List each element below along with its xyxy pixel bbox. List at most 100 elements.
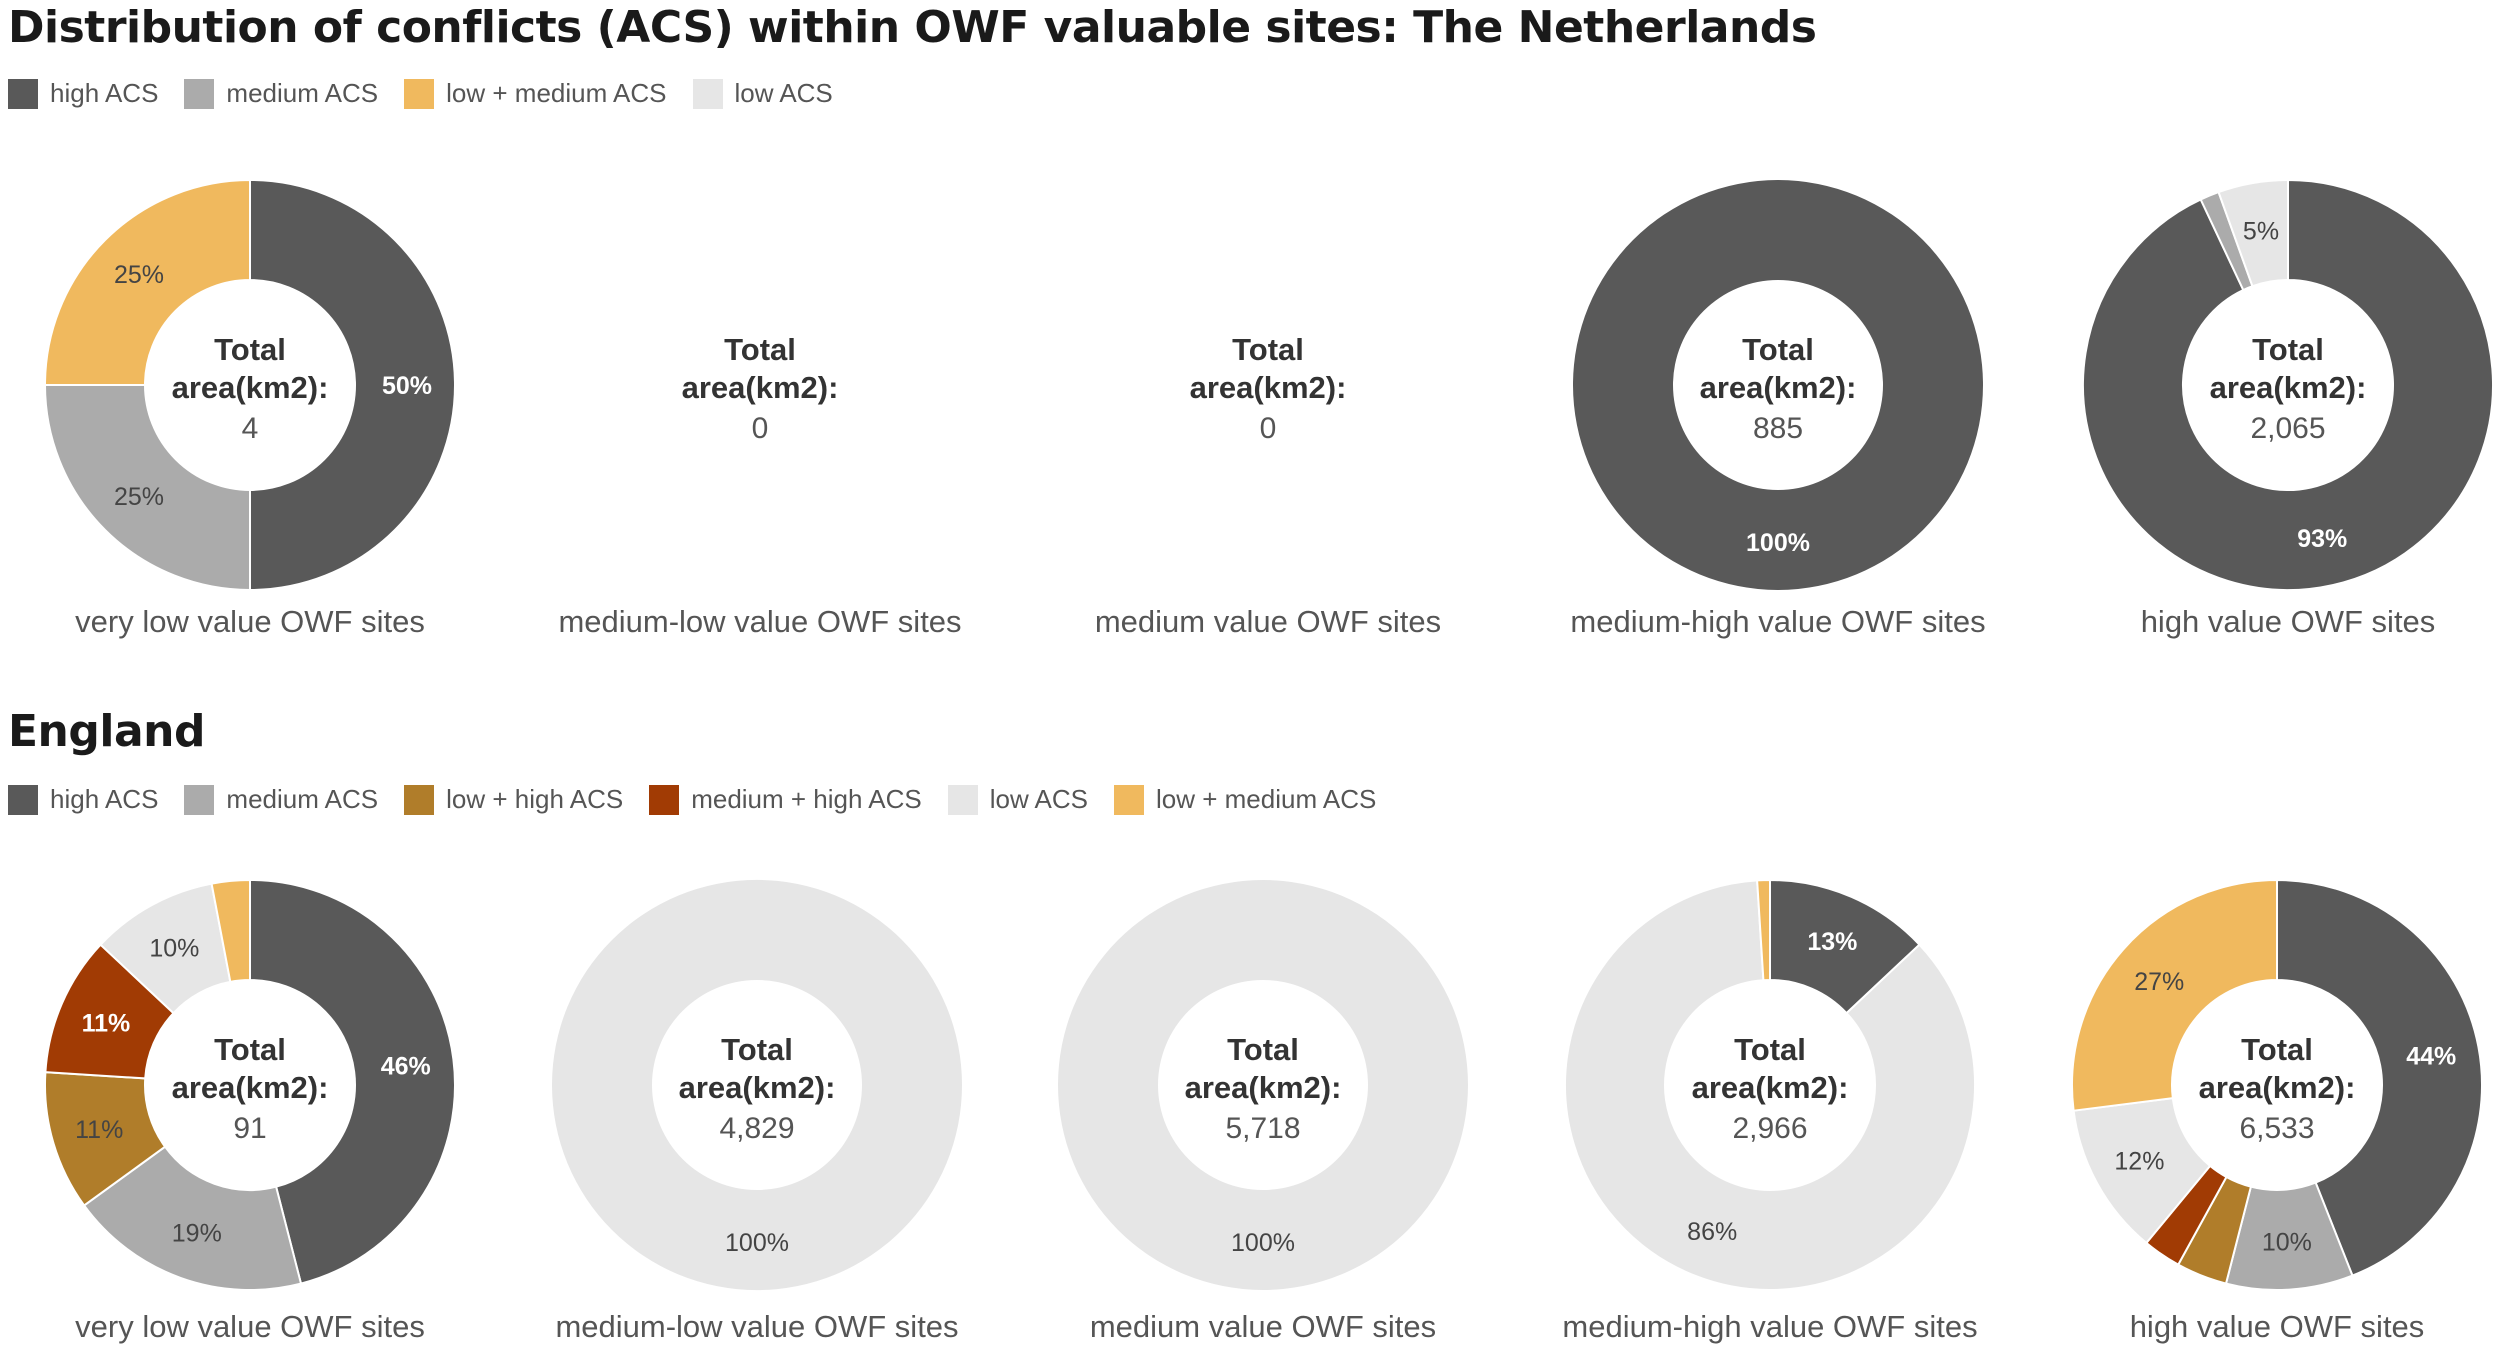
donut-slice bbox=[1573, 180, 1983, 590]
slice-label: 44% bbox=[2406, 1043, 2456, 1071]
donut-slice bbox=[210, 878, 251, 984]
legend-swatch bbox=[8, 784, 38, 815]
legend-swatch bbox=[8, 78, 38, 109]
chart-caption: medium value OWF sites bbox=[1095, 604, 1441, 639]
center-label-line2: area(km2): bbox=[1185, 1070, 1342, 1105]
donut-slice bbox=[1564, 879, 1977, 1292]
slice-label: 5% bbox=[2243, 217, 2279, 245]
donut-slice bbox=[551, 879, 963, 1291]
legend-label: medium ACS bbox=[226, 78, 379, 108]
england-section: England high ACS medium ACS low + high A… bbox=[0, 700, 2500, 1352]
total-area-value: 5,718 bbox=[1225, 1112, 1300, 1145]
legend-swatch bbox=[692, 78, 723, 109]
donut-slice bbox=[2217, 178, 2289, 288]
slice-label: 86% bbox=[1687, 1218, 1737, 1246]
legend-item-medium-high-acs: medium + high ACS bbox=[649, 784, 922, 815]
center-label-line1: Total bbox=[2241, 1032, 2313, 1067]
legend-swatch bbox=[649, 784, 680, 815]
slice-label: 93% bbox=[2297, 525, 2347, 553]
slice-label: 11% bbox=[82, 1010, 131, 1038]
center-label-line2: area(km2): bbox=[2199, 1070, 2356, 1105]
center-label-line2: area(km2): bbox=[2210, 370, 2367, 405]
total-area-value: 2,065 bbox=[2250, 412, 2325, 445]
slice-label: 46% bbox=[381, 1052, 431, 1080]
england-title: England bbox=[8, 706, 205, 757]
england-legend: high ACS medium ACS low + high ACS mediu… bbox=[8, 784, 1402, 815]
netherlands-legend: high ACS medium ACS low + medium ACS low… bbox=[8, 78, 859, 109]
center-label-line1: Total bbox=[1227, 1032, 1299, 1067]
center-label-line1: Total bbox=[2252, 332, 2324, 367]
total-area-value: 4 bbox=[242, 412, 259, 445]
legend-label: high ACS bbox=[50, 784, 159, 814]
donut-slice bbox=[2071, 878, 2278, 1112]
chart-caption: medium value OWF sites bbox=[1090, 1309, 1436, 1344]
donut-slice bbox=[43, 384, 251, 592]
slice-label: 27% bbox=[2134, 968, 2184, 996]
legend-item-low-medium-acs: low + medium ACS bbox=[1113, 784, 1377, 815]
center-label-line2: area(km2): bbox=[1700, 370, 1857, 405]
total-area-value: 91 bbox=[233, 1112, 266, 1145]
legend-item-high-acs: high ACS bbox=[8, 784, 158, 815]
netherlands-section: Distribution of conflicts (ACS) within O… bbox=[8, 2, 2494, 639]
donut-slice bbox=[1756, 878, 1771, 982]
center-label-line1: Total bbox=[721, 1032, 793, 1067]
total-area-value: 4,829 bbox=[719, 1112, 794, 1145]
center-label-line1: Total bbox=[1734, 1032, 1806, 1067]
donut-slice bbox=[43, 178, 251, 386]
legend-swatch bbox=[1113, 784, 1144, 815]
legend-item-low-acs: low ACS bbox=[947, 784, 1088, 815]
slice-label: 100% bbox=[1746, 529, 1810, 557]
legend-item-high-acs: high ACS bbox=[8, 78, 158, 109]
legend-item-low-acs: low ACS bbox=[692, 78, 833, 109]
legend-label: low + medium ACS bbox=[1155, 784, 1377, 814]
legend-item-medium-acs: medium ACS bbox=[184, 78, 378, 109]
legend-item-low-medium-acs: low + medium ACS bbox=[404, 78, 667, 109]
legend-label: low + medium ACS bbox=[446, 78, 667, 108]
center-label-line2: area(km2): bbox=[679, 1070, 836, 1105]
legend-swatch bbox=[184, 78, 215, 109]
donut-slice bbox=[2082, 178, 2494, 591]
chart-caption: medium-low value OWF sites bbox=[555, 1309, 958, 1344]
center-label-line1: Total bbox=[1232, 332, 1304, 367]
slice-label: 13% bbox=[1807, 928, 1857, 956]
slice-label: 100% bbox=[1231, 1229, 1295, 1257]
donut-slice bbox=[249, 178, 456, 592]
legend-label: medium + high ACS bbox=[691, 784, 922, 814]
total-area-value: 2,966 bbox=[1732, 1112, 1807, 1145]
center-label-line2: area(km2): bbox=[682, 370, 839, 405]
chart-caption: high value OWF sites bbox=[2130, 1309, 2425, 1344]
donut-slice bbox=[1058, 880, 1468, 1290]
slice-label: 10% bbox=[149, 934, 199, 962]
donut-slice bbox=[2276, 878, 2483, 1277]
chart-caption: high value OWF sites bbox=[2141, 604, 2436, 639]
chart-caption: very low value OWF sites bbox=[75, 1309, 425, 1344]
total-area-value: 6,533 bbox=[2239, 1112, 2314, 1145]
center-label-line1: Total bbox=[214, 1032, 286, 1067]
chart-caption: very low value OWF sites bbox=[75, 604, 425, 639]
center-label-line1: Total bbox=[724, 332, 796, 367]
center-label-line2: area(km2): bbox=[1190, 370, 1347, 405]
legend-swatch bbox=[184, 784, 215, 815]
slice-label: 19% bbox=[172, 1220, 222, 1248]
slice-label: 25% bbox=[114, 261, 164, 289]
total-area-value: 0 bbox=[1260, 412, 1277, 445]
total-area-value: 0 bbox=[752, 412, 769, 445]
legend-swatch bbox=[947, 784, 978, 815]
chart-caption: medium-high value OWF sites bbox=[1562, 1309, 1977, 1344]
center-label-line2: area(km2): bbox=[172, 370, 329, 405]
legend-label: high ACS bbox=[50, 78, 159, 108]
chart-caption: medium-low value OWF sites bbox=[558, 604, 961, 639]
slice-label: 50% bbox=[382, 372, 432, 400]
center-label-line1: Total bbox=[214, 332, 286, 367]
